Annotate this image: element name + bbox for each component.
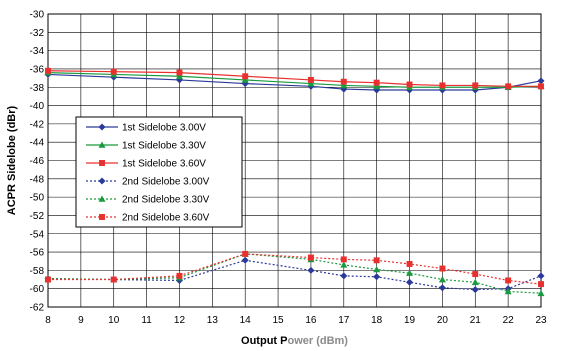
- data-point: [45, 68, 51, 74]
- data-point: [176, 273, 182, 279]
- y-axis-title: ACPR Sidelobe (dBr): [6, 105, 18, 215]
- data-point: [538, 83, 544, 89]
- x-tick-label: 8: [45, 315, 51, 326]
- data-point: [308, 255, 314, 261]
- data-point: [45, 277, 51, 283]
- data-point: [242, 257, 249, 264]
- x-tick-label: 14: [240, 315, 252, 326]
- x-tick-label: 13: [207, 315, 219, 326]
- y-tick-label: -62: [30, 303, 45, 314]
- x-tick-label: 16: [305, 315, 317, 326]
- data-point: [242, 73, 248, 79]
- x-tick-label: 12: [174, 315, 186, 326]
- data-point: [472, 279, 479, 285]
- legend-box: [76, 117, 242, 227]
- data-point: [505, 277, 511, 283]
- data-point: [406, 279, 413, 286]
- x-tick-label: 11: [141, 315, 152, 326]
- legend-item-label: 2nd Sidelobe 3.30V: [122, 195, 210, 206]
- y-tick-label: -48: [30, 174, 45, 185]
- x-axis-title-part-1: Output P: [241, 335, 287, 347]
- x-tick-label: 20: [437, 315, 449, 326]
- x-axis-title: Output Power (dBm): [241, 335, 348, 347]
- y-tick-label: -54: [30, 229, 45, 240]
- x-tick-label: 23: [535, 315, 547, 326]
- y-tick-label: -32: [30, 28, 45, 39]
- data-point: [407, 261, 413, 267]
- data-point: [472, 271, 478, 277]
- data-point: [111, 69, 117, 75]
- data-point: [374, 80, 380, 86]
- data-point: [505, 83, 511, 89]
- series-line-4: [48, 260, 541, 289]
- data-point: [538, 272, 545, 279]
- series-line-5: [48, 254, 541, 293]
- x-tick-label: 15: [273, 315, 285, 326]
- x-axis-title-part-2: ower (dBm): [287, 335, 348, 347]
- y-tick-label: -46: [30, 156, 45, 167]
- legend-swatch-marker: [99, 214, 105, 220]
- legend-item-label: 1st Sidelobe 3.00V: [122, 123, 206, 134]
- data-point: [111, 277, 117, 283]
- x-axis-ticks: 8 9 10 11 12 13 14 15 16 17 18 19 20 21 22 23: [45, 315, 547, 326]
- y-tick-label: -58: [30, 266, 45, 277]
- data-point: [538, 281, 544, 287]
- data-point: [176, 70, 182, 76]
- x-tick-label: 9: [78, 315, 84, 326]
- x-tick-label: 10: [108, 315, 120, 326]
- y-tick-label: -50: [30, 193, 45, 204]
- y-tick-label: -36: [30, 64, 45, 75]
- x-tick-label: 22: [503, 315, 515, 326]
- y-axis-ticks: -30 -32 -34 -36 -38 -40 -42 -44 -46 -48 -50 -52 -54 -…: [30, 10, 45, 314]
- data-point: [308, 77, 314, 83]
- data-point: [242, 251, 248, 257]
- data-point: [341, 256, 347, 262]
- data-point: [341, 79, 347, 85]
- y-tick-label: -42: [30, 119, 45, 130]
- data-point: [374, 257, 380, 263]
- legend-swatch-marker: [99, 160, 105, 166]
- series-line-6: [48, 254, 541, 284]
- x-tick-label: 19: [404, 315, 416, 326]
- legend: 1st Sidelobe 3.00V 1st Sidelobe 3.30V 1st …: [76, 117, 242, 227]
- data-point: [439, 266, 445, 272]
- y-tick-label: -34: [30, 46, 45, 57]
- legend-item-label: 2nd Sidelobe 3.60V: [122, 213, 210, 224]
- y-tick-label: -52: [30, 211, 45, 222]
- y-tick-label: -38: [30, 83, 45, 94]
- data-point: [373, 266, 380, 272]
- data-point: [307, 267, 314, 274]
- y-tick-label: -30: [30, 10, 45, 21]
- legend-item-label: 1st Sidelobe 3.30V: [122, 141, 206, 152]
- data-point: [439, 284, 446, 291]
- x-tick-label: 18: [371, 315, 383, 326]
- legend-item-label: 1st Sidelobe 3.60V: [122, 159, 206, 170]
- x-tick-label: 17: [338, 315, 350, 326]
- y-tick-label: -56: [30, 248, 45, 259]
- y-tick-label: -40: [30, 101, 45, 112]
- y-tick-label: -60: [30, 284, 45, 295]
- data-point: [472, 82, 478, 88]
- legend-item-label: 2nd Sidelobe 3.00V: [122, 177, 210, 188]
- data-point: [472, 286, 479, 293]
- x-tick-label: 21: [470, 315, 482, 326]
- data-point: [439, 82, 445, 88]
- data-point: [407, 82, 413, 88]
- data-point: [340, 272, 347, 279]
- y-tick-label: -44: [30, 138, 45, 149]
- series-line-3: [48, 71, 541, 87]
- data-point: [373, 273, 380, 280]
